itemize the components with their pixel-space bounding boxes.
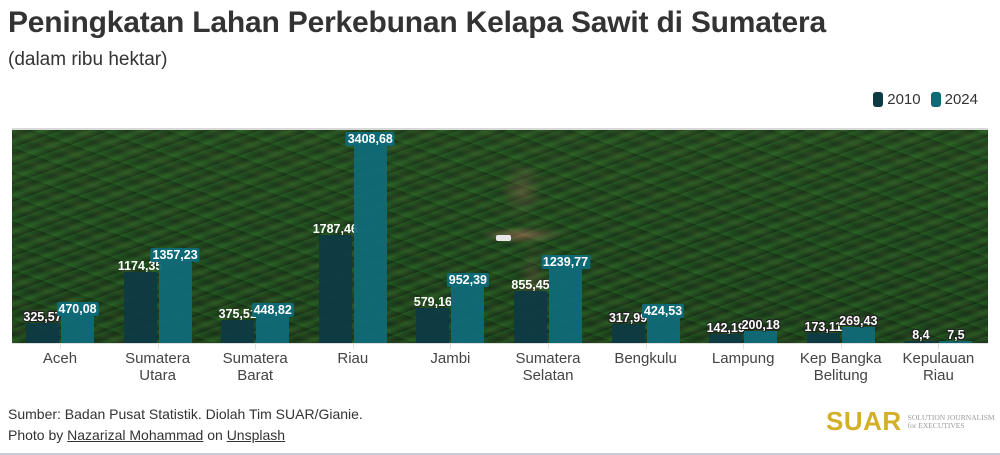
chart-title: Peningkatan Lahan Perkebunan Kelapa Sawi… — [8, 6, 826, 39]
bar-2010 — [123, 272, 157, 343]
data-label-2024: 269,43 — [839, 313, 878, 328]
data-label-2024: 200,18 — [741, 317, 780, 332]
data-label-2010: 1787,46 — [312, 222, 358, 237]
bar-2024 — [939, 341, 973, 343]
x-tick-label: Kep Bangka Belitung — [799, 350, 882, 384]
legend-item-2010: 2010 — [873, 91, 921, 108]
x-tick-label: Sumatera Selatan — [515, 350, 581, 384]
bar-2010 — [611, 323, 645, 343]
bottom-divider — [0, 453, 1000, 455]
x-tick-label: Bengkulu — [614, 350, 677, 367]
chart-subtitle: (dalam ribu hektar) — [8, 49, 168, 70]
data-label-2010: 375,51 — [218, 307, 257, 322]
logo-tagline-1: SOLUTION JOURNALISM — [907, 412, 995, 422]
x-tick — [255, 343, 257, 349]
bar-2024 — [646, 317, 680, 343]
source-text: Sumber: Badan Pusat Statistik. Diolah Ti… — [8, 406, 363, 422]
source-note: Sumber: Badan Pusat Statistik. Diolah Ti… — [8, 404, 363, 446]
photo-mid: on — [203, 427, 227, 443]
x-tick — [548, 343, 549, 349]
plot-area: 325,57 470,08 1174,35 1357,23 375,51 448,82 17… — [12, 128, 988, 343]
data-label-2024: 3408,68 — [345, 132, 395, 146]
bar-2010 — [514, 291, 547, 343]
legend-label-2010: 2010 — [887, 91, 921, 108]
photo-site-link[interactable]: Unsplash — [226, 427, 286, 443]
x-axis-line — [12, 343, 988, 344]
data-label-2010: 325,57 — [23, 310, 62, 325]
x-tick-label: Sumatera Barat — [222, 350, 288, 384]
bar-2010 — [318, 235, 352, 343]
bar-2024 — [61, 314, 94, 343]
x-tick — [938, 343, 940, 349]
photo-author-link[interactable]: Nazarizal Mohammad — [67, 427, 204, 443]
data-label-2010: 1174,35 — [117, 259, 163, 274]
legend-swatch-2010 — [873, 92, 884, 107]
data-label-2024: 7,5 — [947, 328, 965, 342]
bar-2010 — [904, 341, 938, 343]
data-label-2010: 142,19 — [706, 321, 745, 336]
suar-logo: SUAR SOLUTION JOURNALISM for EXECUTIVES — [826, 406, 995, 437]
data-label-2024: 424,53 — [641, 304, 685, 319]
data-label-2024: 470,08 — [56, 301, 99, 316]
data-label-2010: 8,4 — [912, 328, 930, 342]
data-label-2024: 952,39 — [446, 272, 490, 287]
bar-2024 — [744, 330, 778, 343]
bar-2010 — [709, 334, 743, 343]
x-tick — [450, 343, 452, 349]
bar-2024 — [158, 261, 192, 343]
data-label-2024: 448,82 — [251, 302, 294, 317]
x-tick-label: Kepulauan Riau — [902, 350, 975, 384]
data-label-2010: 855,45 — [511, 278, 550, 293]
data-label-2010: 579,16 — [413, 295, 453, 310]
legend: 2010 2024 — [873, 91, 978, 108]
x-tick — [157, 343, 159, 349]
x-tick — [645, 343, 647, 349]
bar-2024 — [451, 285, 485, 343]
bar-2010 — [806, 332, 840, 343]
photo-prefix: Photo by — [8, 427, 68, 443]
x-tick-label: Jambi — [430, 350, 471, 367]
x-tick — [743, 343, 745, 349]
logo-brand: SUAR — [826, 406, 902, 436]
data-label-2010: 173,11 — [804, 319, 843, 334]
data-label-2024: 1239,77 — [540, 255, 591, 270]
x-tick-label: Lampung — [711, 350, 775, 367]
bar-2024 — [841, 326, 875, 343]
data-label-2010: 317,99 — [608, 310, 648, 325]
data-label-2024: 1357,23 — [150, 248, 200, 263]
bar-2024 — [549, 268, 582, 343]
logo-tagline: SOLUTION JOURNALISM for EXECUTIVES — [907, 412, 995, 430]
bar-2010 — [416, 308, 450, 343]
x-tick-label: Sumatera Utara — [125, 350, 191, 384]
legend-label-2024: 2024 — [944, 91, 978, 108]
background-photo-detail — [496, 235, 511, 241]
bar-2024 — [256, 315, 290, 343]
x-tick — [352, 343, 354, 349]
logo-tagline-2: for EXECUTIVES — [907, 420, 965, 430]
bar-2010 — [221, 320, 255, 343]
x-tick — [840, 343, 842, 349]
legend-item-2024: 2024 — [930, 91, 978, 108]
x-tick-label: Aceh — [42, 350, 78, 367]
photo-credit: Photo by Nazarizal Mohammad on Unsplash — [8, 425, 363, 446]
x-tick — [60, 343, 61, 349]
x-tick-label: Riau — [337, 350, 369, 367]
legend-swatch-2024 — [930, 92, 941, 107]
bar-2024 — [353, 137, 387, 343]
bar-2010 — [26, 323, 59, 343]
